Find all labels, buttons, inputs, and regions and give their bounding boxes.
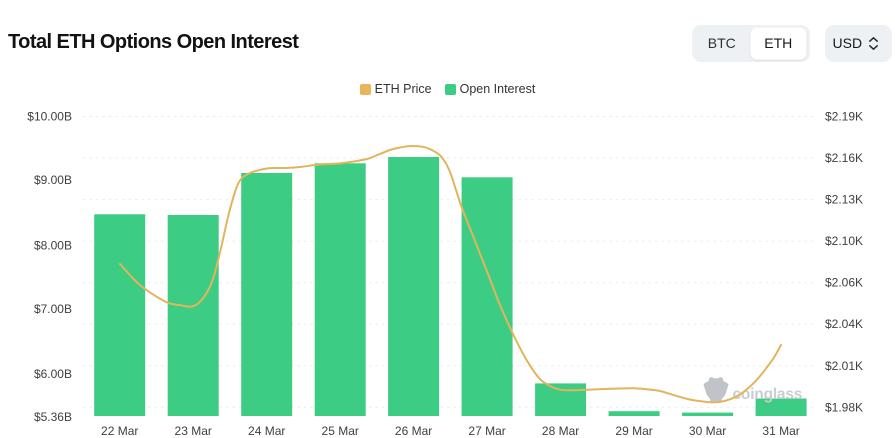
svg-text:25 Mar: 25 Mar: [322, 424, 359, 438]
svg-text:29 Mar: 29 Mar: [615, 424, 652, 438]
svg-text:$6.00B: $6.00B: [34, 367, 72, 381]
svg-text:$9.00B: $9.00B: [34, 173, 72, 187]
svg-text:$2.06K: $2.06K: [825, 276, 863, 290]
svg-text:22 Mar: 22 Mar: [101, 424, 138, 438]
svg-text:31 Mar: 31 Mar: [762, 424, 799, 438]
svg-text:23 Mar: 23 Mar: [175, 424, 212, 438]
svg-text:28 Mar: 28 Mar: [542, 424, 579, 438]
svg-text:$2.19K: $2.19K: [825, 110, 863, 124]
svg-text:26 Mar: 26 Mar: [395, 424, 432, 438]
svg-text:24 Mar: 24 Mar: [248, 424, 285, 438]
svg-text:$7.00B: $7.00B: [34, 302, 72, 316]
svg-text:$5.36B: $5.36B: [34, 410, 72, 424]
svg-text:$2.04K: $2.04K: [825, 317, 863, 331]
svg-text:$1.98K: $1.98K: [825, 400, 863, 414]
svg-text:$8.00B: $8.00B: [34, 239, 72, 253]
svg-text:$2.01K: $2.01K: [825, 359, 863, 373]
svg-text:$2.10K: $2.10K: [825, 234, 863, 248]
svg-text:27 Mar: 27 Mar: [468, 424, 505, 438]
svg-text:$10.00B: $10.00B: [27, 110, 72, 124]
svg-text:$2.13K: $2.13K: [825, 193, 863, 207]
svg-text:coinglass: coinglass: [733, 386, 803, 403]
svg-text:$2.16K: $2.16K: [825, 151, 863, 165]
svg-text:30 Mar: 30 Mar: [689, 424, 726, 438]
